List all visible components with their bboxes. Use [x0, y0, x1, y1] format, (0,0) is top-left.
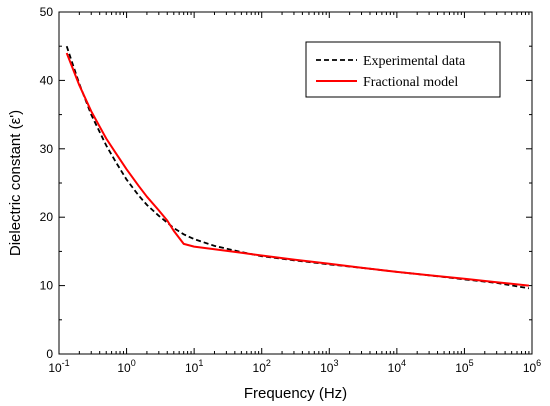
x-tick-label: 100 — [117, 358, 135, 375]
series-layer — [65, 45, 530, 290]
y-tick-label: 40 — [40, 73, 54, 87]
fractional-model-line — [65, 52, 530, 287]
x-tick-label: 103 — [320, 358, 338, 375]
legend-experimental-label: Experimental data — [363, 54, 466, 69]
axis-tick-labels: 10-1 100 101 102 103 104 105 106 0 10 20 30 40 50 — [40, 5, 542, 375]
y-tick-label: 0 — [46, 347, 53, 361]
legend: Experimental data Fractional model — [305, 41, 501, 98]
y-tick-label: 50 — [40, 5, 54, 19]
legend-fractional-label: Fractional model — [363, 75, 458, 90]
y-tick-label: 20 — [40, 210, 54, 224]
x-tick-label: 106 — [523, 358, 541, 375]
x-axis-title: Frequency (Hz) — [244, 385, 347, 402]
axis-ticks — [58, 11, 533, 355]
x-tick-label: 101 — [185, 358, 203, 375]
x-tick-label: 104 — [388, 358, 406, 375]
x-tick-label: 102 — [253, 358, 271, 375]
y-tick-label: 30 — [40, 142, 54, 156]
x-tick-label: 10-1 — [48, 358, 69, 375]
x-tick-label: 105 — [455, 358, 473, 375]
y-tick-label: 10 — [40, 279, 54, 293]
y-axis-title: Dielectric constant (ε') — [7, 110, 24, 256]
legend-box — [305, 41, 501, 98]
